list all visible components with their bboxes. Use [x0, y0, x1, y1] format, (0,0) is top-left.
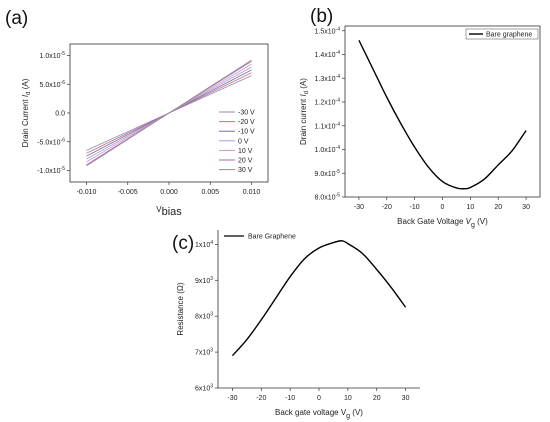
panel-c-x-tick-label: 0 [317, 395, 321, 402]
panel-b-x-tick-label: 10 [466, 204, 474, 211]
panel-a-series-line [86, 59, 252, 167]
panel-b-plot-frame [344, 25, 541, 198]
panel-a-legend-label: -30 V [238, 110, 255, 117]
panel-b-x-tick-label: 30 [522, 204, 530, 211]
panel-c-x-axis-label: Back gate voltage Vg (V) [275, 408, 363, 420]
panel-c-x-tick-label: 30 [402, 395, 410, 402]
panel-b-legend-label: Bare graphene [486, 32, 532, 39]
panel-b-chart: (b) -30 -20 -10 0 10 20 30 1.5x10-4 1.4x10-4 1.3x1… [299, 6, 541, 229]
panel-a-legend-label: -10 V [238, 129, 255, 136]
panel-c-x-tick-label: -30 [227, 395, 237, 402]
panel-c-y-tick-label: 9x103 [195, 276, 213, 285]
panel-a-y-tick-label: -1.0x10-5 [37, 166, 65, 175]
panel-c-x-tick-label: 10 [344, 395, 352, 402]
panel-b-label: (b) [310, 6, 333, 27]
panel-c-legend-label: Bare Graphene [248, 234, 296, 241]
panel-b-y-tick-label: 1.0x10-4 [315, 145, 341, 154]
panel-a-y-tick-label: -5.0x10-6 [37, 137, 65, 146]
panel-c-y-tick-label: 7x103 [195, 348, 213, 357]
panel-a-y-axis-label: Drain Current Id (A) [21, 78, 32, 147]
panel-c-x-tick-label: 20 [373, 395, 381, 402]
panel-c-series-line [231, 240, 407, 357]
panel-c-x-tick-label: -10 [285, 395, 295, 402]
panel-b-x-tick-label: -30 [354, 204, 364, 211]
panel-c-x-tick-label: -20 [256, 395, 266, 402]
panel-b-x-axis-label: Back Gate Voltage Vg (V) [397, 217, 488, 229]
panel-a-x-tick-label: 0.005 [201, 189, 219, 196]
panel-b-x-tick-label: 20 [494, 204, 502, 211]
panel-a-x-tick-label: -0.005 [118, 189, 138, 196]
panel-b-y-tick-label: 1.2x10-4 [315, 98, 341, 107]
panel-a-y-tick-label: 1.0x10-5 [40, 51, 66, 60]
panel-a-chart: (a) -0.010 -0.005 0.000 0.005 0.010 1.0x10-5 5.… [5, 8, 269, 218]
panel-c-y-tick-label: 6x103 [195, 384, 213, 393]
panel-a-legend-label: 30 V [238, 167, 253, 174]
panel-c-y-tick-label: 8x103 [195, 312, 213, 321]
panel-a-legend-label: 0 V [238, 138, 249, 145]
panel-c-y-tick-label: 1x104 [195, 240, 213, 249]
panel-a-x-tick-label: 0.000 [160, 189, 178, 196]
panel-a-y-tick-label: 5.0x10-6 [40, 80, 66, 89]
panel-b-series-line [358, 39, 527, 190]
panel-b-y-tick-label: 1.1x10-4 [315, 121, 341, 130]
panel-b-y-tick-label: 9.0x10-5 [315, 169, 341, 178]
panel-a-y-tick-label: 0.0 [55, 111, 65, 118]
panel-a-legend-label: -20 V [238, 119, 255, 126]
panel-b-x-tick-label: -10 [410, 204, 420, 211]
panel-c-chart: (c) -30 -20 -10 0 10 20 30 1x104 9x103 8x103 7x103 6… [172, 230, 420, 420]
panel-b-x-tick-label: 0 [441, 204, 445, 211]
panel-a-label: (a) [5, 8, 28, 29]
panel-b-y-tick-label: 1.4x10-4 [315, 50, 341, 59]
panel-a-x-tick-label: 0.010 [243, 189, 261, 196]
panel-b-y-axis-label: Drain current Id (A) [299, 78, 310, 145]
panel-a-x-tick-label: -0.010 [77, 189, 97, 196]
panel-a-legend-label: 20 V [238, 158, 253, 165]
panel-b-y-tick-label: 8.0x10-5 [315, 193, 341, 202]
panel-c-y-axis-label: Resistance (Ω) [176, 282, 185, 335]
panel-c-label: (c) [172, 233, 194, 254]
panel-a-x-axis-label: Vbias [156, 205, 182, 218]
panel-b-y-tick-label: 1.5x10-4 [315, 26, 341, 35]
panel-b-y-tick-label: 1.3x10-4 [315, 74, 341, 83]
panel-b-x-tick-label: -20 [382, 204, 392, 211]
panel-a-legend-label: 10 V [238, 148, 253, 155]
panel-b-legend-box [465, 28, 539, 40]
